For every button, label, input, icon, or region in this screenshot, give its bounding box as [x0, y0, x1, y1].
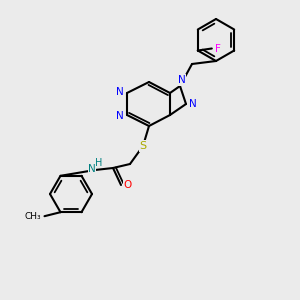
- Text: N: N: [189, 99, 197, 109]
- Text: N: N: [88, 164, 96, 174]
- Text: N: N: [116, 111, 124, 121]
- Text: O: O: [124, 180, 132, 190]
- Text: N: N: [116, 87, 124, 97]
- Text: F: F: [215, 44, 221, 53]
- Text: N: N: [178, 75, 186, 85]
- Text: S: S: [140, 141, 147, 151]
- Text: CH₃: CH₃: [25, 212, 41, 221]
- Text: H: H: [95, 158, 103, 168]
